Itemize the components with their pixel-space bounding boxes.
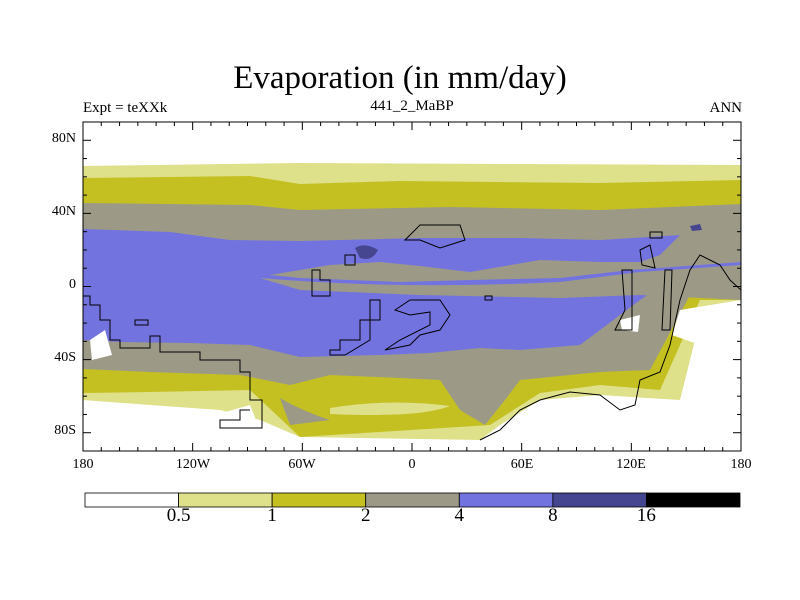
lon-label: 120E [616, 457, 646, 472]
lon-label: 180 [730, 457, 752, 472]
lat-label: 80N [51, 131, 76, 146]
lon-label: 120W [175, 457, 211, 472]
colorbar-swatch [646, 492, 741, 508]
coastlines [83, 224, 741, 441]
axis-ticks [82, 121, 742, 452]
colorbar-label: 8 [548, 505, 558, 526]
experiment-label: Expt = teXXk [83, 100, 168, 116]
colorbar-label: 0.5 [166, 505, 191, 526]
lat-label: 40N [51, 204, 76, 219]
contour-8-16 [355, 245, 378, 259]
colorbar-label: 16 [636, 505, 656, 526]
lon-label: 0 [408, 457, 416, 472]
season-label: ANN [709, 100, 743, 116]
lon-label: 60E [510, 457, 534, 472]
colorbar-label: 2 [360, 505, 371, 526]
lat-label: 0 [69, 277, 76, 292]
lon-label: 180 [72, 457, 94, 472]
period-label: 441_2_MaBP [370, 98, 454, 114]
colorbar-label: 4 [454, 505, 465, 526]
lat-label: 80S [54, 423, 76, 438]
colorbar [84, 492, 741, 508]
lat-label: 40S [54, 350, 76, 365]
contour-fill [83, 122, 741, 451]
plot-title: Evaporation (in mm/day) [233, 60, 567, 96]
colorbar-label: 1 [267, 505, 277, 526]
lon-label: 60W [288, 457, 316, 472]
